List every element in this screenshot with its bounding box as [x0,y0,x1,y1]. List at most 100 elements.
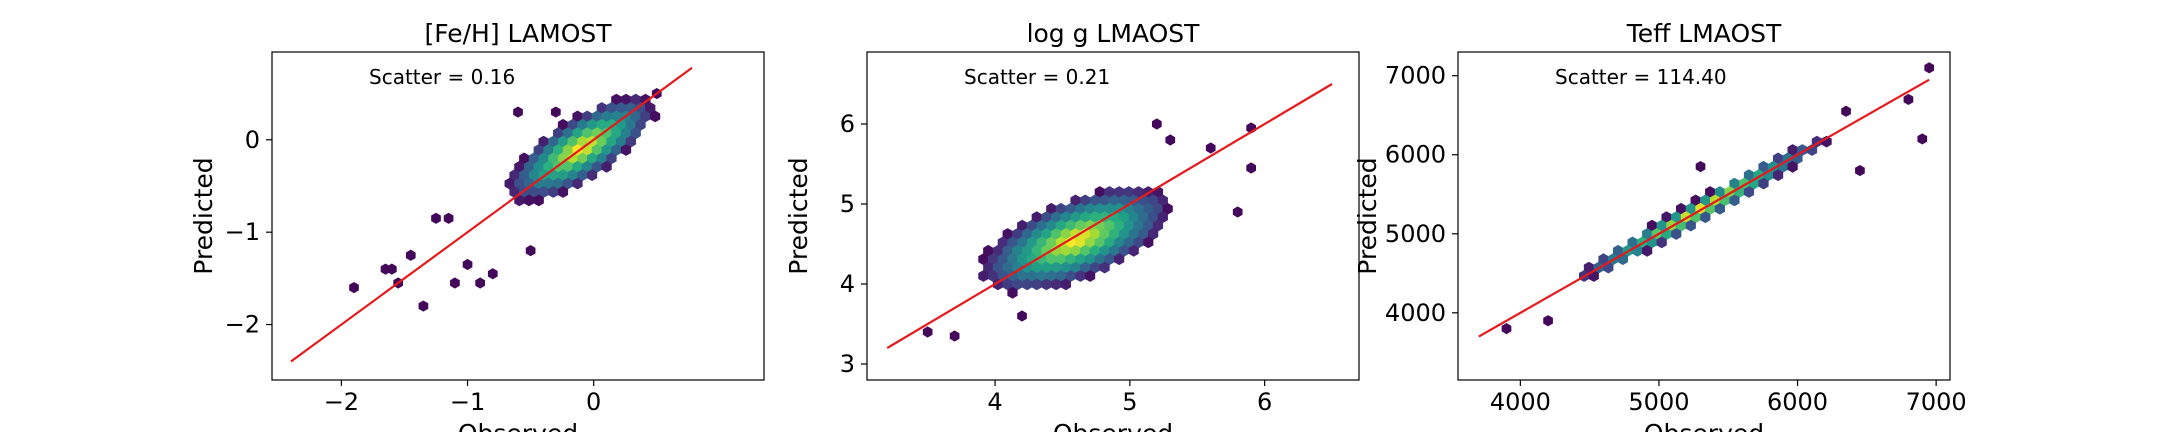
hexbin-cell [1017,253,1028,266]
hexbin-cell [1021,278,1033,291]
hexbin-cell [596,152,607,165]
hexbin-cell [1041,261,1052,274]
hexbin-cell [577,118,588,131]
hexbin-cloud [922,118,1257,342]
one-to-one-line [886,83,1333,349]
hexbin-outlier [349,282,359,294]
hexbin-outlier [513,106,523,118]
hexbin-cell [1031,244,1042,257]
hexbin-cell [1031,278,1042,291]
hexbin-cell [562,160,573,173]
hexbin-cell [1051,228,1062,240]
hexbin-cell [519,169,530,182]
hexbin-cell [596,118,607,131]
hexbin-cell [514,177,525,190]
hexbin-outlier [525,245,536,257]
scatter-annotation: Scatter = 114.40 [1555,65,1727,89]
hexbin-cell [1148,194,1159,207]
hexbin-cell [582,110,593,123]
hexbin-cell [1002,244,1013,257]
y-tick-label: −1 [225,218,260,246]
hexbin-cell [983,244,994,257]
hexbin-cell [553,144,564,156]
hexbin-cell [553,127,564,140]
hexbin-cell [1060,228,1071,240]
x-tick-label: 5000 [1628,388,1689,416]
hexbin-cell [1017,236,1028,249]
hexbin-cell [504,177,515,190]
x-tick-label: −1 [450,388,485,416]
hexbin-cell [1060,261,1071,274]
hexbin-outlier [431,212,441,224]
hexbin-cell [553,177,564,190]
x-tick-label: 0 [586,388,601,416]
hexbin-cell [1094,186,1105,198]
x-axis-label: Observed [1644,419,1764,432]
hexbin-cell [625,118,636,131]
hexbin-cell [992,261,1004,274]
hexbin-cell [1646,219,1658,232]
hexbin-cell [509,169,520,182]
hexbin-cell [630,127,641,140]
hexbin-cell [528,169,539,182]
hexbin-cell [1094,253,1105,266]
hexbin-cell [1012,261,1023,274]
hexbin-cell [1104,236,1115,249]
hexbin-cell [1148,228,1159,240]
hexbin-cell [630,110,641,123]
x-tick-label: 7000 [1906,388,1967,416]
hexbin-cell [1109,228,1120,240]
hexbin-cell [1714,186,1725,198]
hexbin-cell [1104,186,1115,198]
hexbin-cell [1075,236,1086,249]
hexbin-cell [1152,202,1164,215]
hexbin-cell [1148,211,1159,224]
hexbin-cell [997,236,1008,249]
y-tick-label: 0 [245,126,260,154]
chart-title: Teff LMAOST [1626,19,1782,48]
axes-frame [866,51,1360,381]
axes-frame [1457,51,1951,381]
hexbin-cell [1055,202,1067,215]
hexbin-cell [1084,270,1096,282]
hexbin-cell [572,177,583,190]
hexbin-cell [1118,228,1130,240]
hexbin-cell [596,102,607,114]
hexbin-cell [528,152,539,165]
hexbin-cell [1104,219,1115,232]
hexbin-cell [601,127,612,140]
hexbin-cell [567,118,578,131]
hexbin-cell [1051,261,1062,274]
hexbin-outlier [1246,162,1257,174]
hexbin-cell [591,144,603,156]
panel-3: 4000 5000 6000 7000 4000 5000 6000 7000 Teff LMA… [1353,19,1967,432]
hexbin-outlier [1165,134,1176,146]
hexbin-cell [606,135,617,148]
hexbin-cell [1017,270,1028,282]
hexbin-cell [616,102,627,114]
hexbin-cell [1743,186,1755,198]
hexbin-cell [620,144,632,156]
hexbin-cell [543,177,554,190]
hexbin-cell [1598,253,1609,266]
hexbin-cell [572,127,583,140]
hexbin-cell [1012,228,1023,240]
y-tick-label: 3 [840,350,855,378]
hexbin-cell [1089,194,1101,207]
hexbin-cell [1671,211,1682,224]
x-axis-label: Observed [1053,419,1173,432]
y-tick-label: −2 [225,311,260,339]
hexbin-cell [601,110,612,123]
hexbin-cell [1051,211,1062,224]
hexbin-cell [1128,211,1139,224]
hexbin-cell [625,135,636,148]
hexbin-cell [1758,177,1769,190]
hexbin-cell [1065,270,1076,282]
hexbin-cell [1118,244,1130,257]
hexbin-cell [1128,228,1139,240]
hexbin-cell [1002,228,1013,240]
x-axis-label: Observed [458,419,578,432]
hexbin-cell [1143,202,1154,215]
hexbin-outlier [450,277,460,289]
